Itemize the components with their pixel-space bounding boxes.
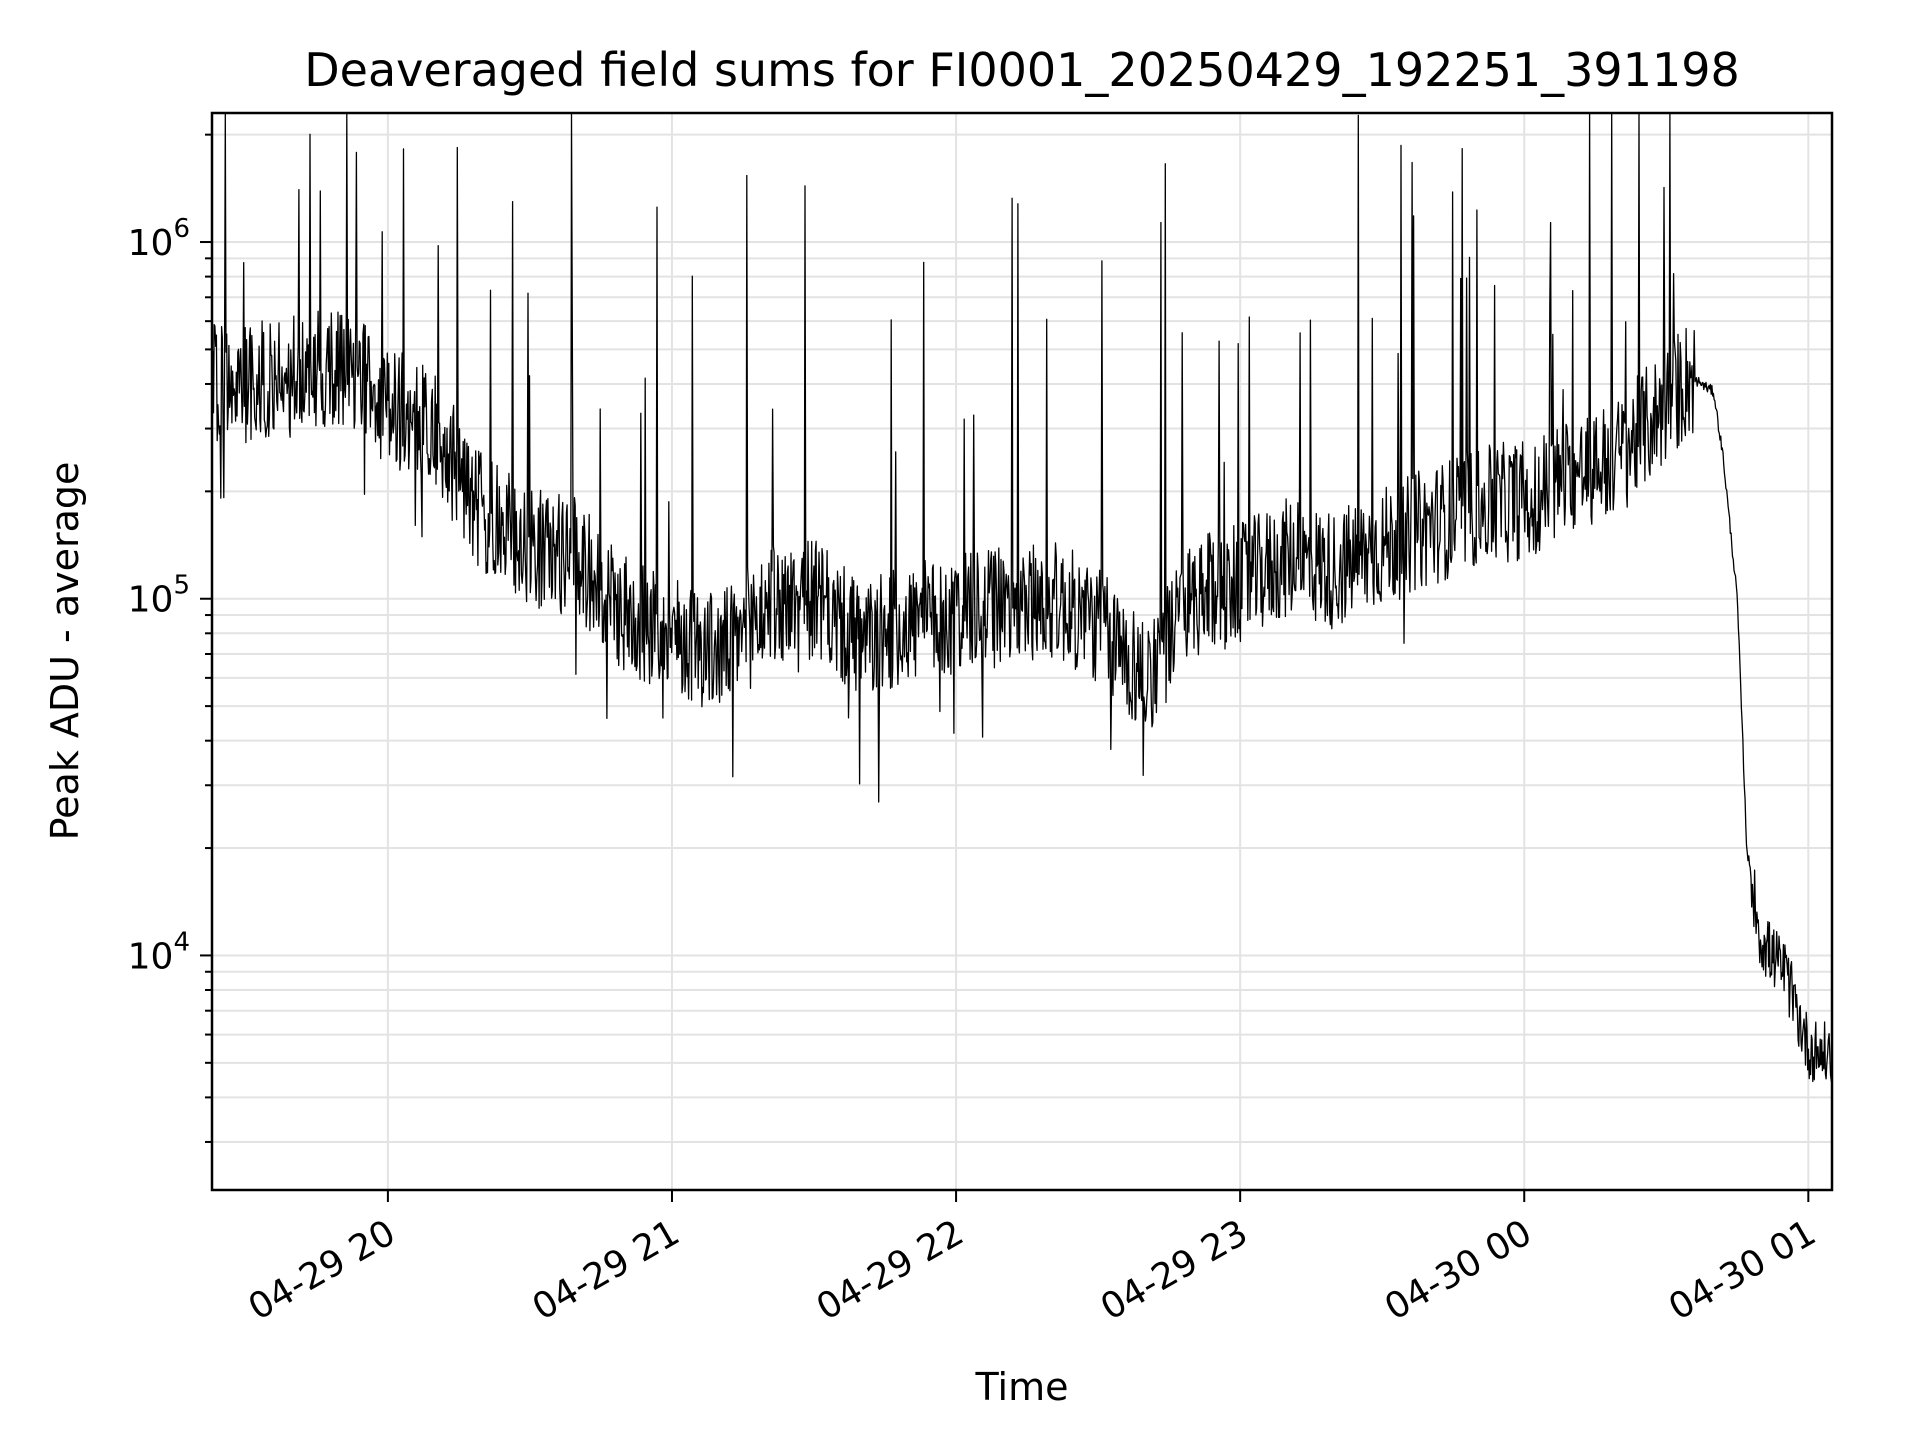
y-tick-label-base: 10 <box>128 936 174 977</box>
x-axis-label: Time <box>975 1365 1069 1409</box>
y-tick-label-base: 10 <box>128 580 174 621</box>
y-tick-label-exponent: 4 <box>173 927 190 957</box>
y-tick-label: 106 <box>128 214 190 264</box>
series <box>211 112 1833 1083</box>
y-tick-label: 105 <box>128 571 190 621</box>
series-line <box>211 112 1833 1083</box>
y-tick-label-base: 10 <box>128 223 174 264</box>
grid <box>212 113 1832 1190</box>
chart-title: Deaveraged field sums for FI0001_2025042… <box>304 43 1740 97</box>
y-axis-label: Peak ADU - average <box>43 462 87 841</box>
y-tick-label: 104 <box>128 927 190 977</box>
y-tick-label-exponent: 5 <box>173 571 190 601</box>
plot-frame <box>210 111 1834 1192</box>
y-tick-label-exponent: 6 <box>173 214 190 244</box>
